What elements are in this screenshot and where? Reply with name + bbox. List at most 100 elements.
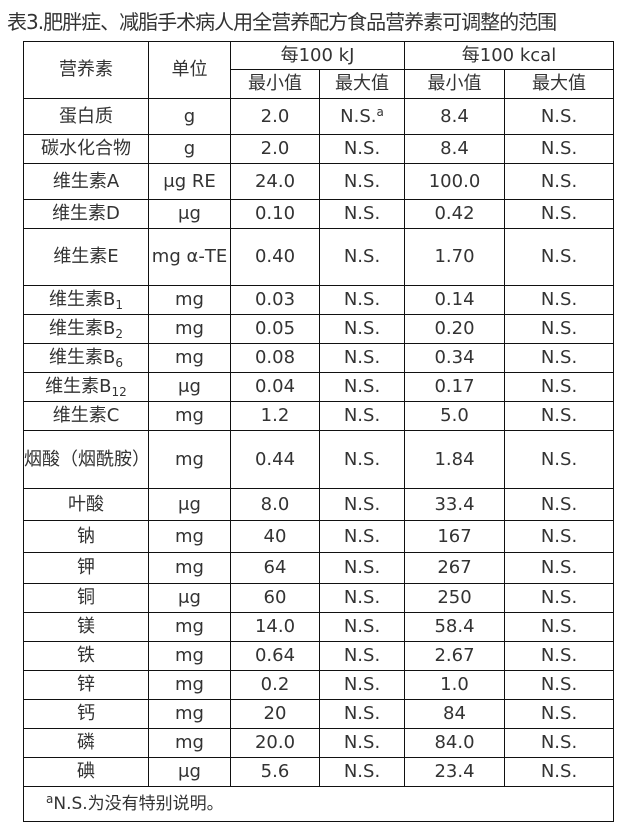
nutrient-name: 钠 [23,520,149,553]
kcal-max: N.S. [504,699,614,729]
kcal-min: 23.4 [404,757,505,787]
nutrient-name: 维生素B12 [23,372,149,402]
kcal-min: 33.4 [404,488,505,521]
header-kj-min: 最小值 [230,69,320,99]
table-row: 叶酸 μg 8.0 N.S. 33.4 N.S. [23,488,614,521]
nutrient-subscript: 2 [115,327,123,341]
kj-min: 24.0 [230,163,320,200]
kcal-max: N.S. [504,372,614,402]
footnote-mark: a [46,792,54,806]
kcal-max: N.S. [504,757,614,787]
table-row: 蛋白质 g 2.0 N.S.a 8.4 N.S. [23,98,614,135]
table-row: 维生素B2 mg 0.05 N.S. 0.20 N.S. [23,314,614,344]
kcal-max: N.S. [504,583,614,613]
unit: mg [148,699,231,729]
kj-max: N.S.a [319,98,405,135]
table-row: 维生素B6 mg 0.08 N.S. 0.34 N.S. [23,343,614,373]
header-per-kcal: 每100 kcal [404,41,614,70]
nutrient-subscript: 1 [115,298,123,312]
kcal-max: N.S. [504,199,614,229]
kcal-min: 8.4 [404,98,505,135]
kcal-max: N.S. [504,520,614,553]
kj-max: N.S. [319,488,405,521]
kj-max: N.S. [319,641,405,671]
kj-min: 0.2 [230,670,320,700]
kj-max: N.S. [319,552,405,584]
table-row: 钙 mg 20 N.S. 84 N.S. [23,699,614,729]
kj-max: N.S. [319,228,405,286]
footnote-marker: a [376,104,384,119]
kcal-max: N.S. [504,285,614,315]
table-row: 烟酸（烟酰胺） mg 0.44 N.S. 1.84 N.S. [23,430,614,489]
kj-min: 1.2 [230,401,320,431]
kcal-max: N.S. [504,641,614,671]
kj-max: N.S. [319,372,405,402]
kcal-min: 1.0 [404,670,505,700]
nutrient-name: 维生素E [23,228,149,286]
header-per-kj: 每100 kJ [230,41,405,70]
kj-max: N.S. [319,314,405,344]
kcal-min: 8.4 [404,134,505,164]
unit: mg [148,552,231,584]
table-row: 维生素B12 μg 0.04 N.S. 0.17 N.S. [23,372,614,402]
kcal-max: N.S. [504,343,614,373]
kcal-min: 0.20 [404,314,505,344]
header-kj-max: 最大值 [319,69,405,99]
kcal-max: N.S. [504,134,614,164]
kj-max: N.S. [319,163,405,200]
kj-max: N.S. [319,285,405,315]
kcal-max: N.S. [504,401,614,431]
kcal-max: N.S. [504,488,614,521]
table-row: 维生素B1 mg 0.03 N.S. 0.14 N.S. [23,285,614,315]
kj-max: N.S. [319,199,405,229]
kj-min: 40 [230,520,320,553]
kj-min: 20 [230,699,320,729]
kj-max: N.S. [319,343,405,373]
kcal-min: 250 [404,583,505,613]
kcal-max: N.S. [504,612,614,642]
nutrient-name: 维生素C [23,401,149,431]
nutrient-name: 铁 [23,641,149,671]
kcal-min: 167 [404,520,505,553]
kcal-min: 0.17 [404,372,505,402]
kcal-max: N.S. [504,163,614,200]
kcal-max: N.S. [504,728,614,758]
kj-max: N.S. [319,430,405,489]
nutrient-name: 钙 [23,699,149,729]
unit: mg [148,612,231,642]
kcal-max: N.S. [504,228,614,286]
kj-max: N.S. [319,699,405,729]
kcal-min: 0.14 [404,285,505,315]
table-row: 维生素E mg α-TE 0.40 N.S. 1.70 N.S. [23,228,614,286]
nutrient-subscript: 12 [111,385,127,399]
kj-min: 8.0 [230,488,320,521]
nutrient-subscript: 6 [115,356,123,370]
header-kcal-max: 最大值 [504,69,614,99]
kj-min: 64 [230,552,320,584]
unit: μg [148,757,231,787]
table-row: 维生素A μg RE 24.0 N.S. 100.0 N.S. [23,163,614,200]
kcal-min: 84.0 [404,728,505,758]
kj-min: 2.0 [230,98,320,135]
kj-min: 2.0 [230,134,320,164]
kj-min: 0.08 [230,343,320,373]
kj-min: 20.0 [230,728,320,758]
unit: g [148,98,231,135]
unit: μg [148,199,231,229]
nutrient-name: 维生素B6 [23,343,149,373]
kj-max: N.S. [319,612,405,642]
table-row: 钾 mg 64 N.S. 267 N.S. [23,552,614,584]
kj-min: 14.0 [230,612,320,642]
kcal-min: 84 [404,699,505,729]
nutrient-name: 维生素B1 [23,285,149,315]
nutrient-name: 维生素B2 [23,314,149,344]
kj-min: 0.64 [230,641,320,671]
kcal-max: N.S. [504,670,614,700]
unit: g [148,134,231,164]
table-row: 维生素D μg 0.10 N.S. 0.42 N.S. [23,199,614,229]
nutrient-name: 烟酸（烟酰胺） [23,430,150,489]
nutrient-name: 维生素A [23,163,149,200]
kj-min: 0.03 [230,285,320,315]
unit: mg [148,641,231,671]
kj-min: 5.6 [230,757,320,787]
